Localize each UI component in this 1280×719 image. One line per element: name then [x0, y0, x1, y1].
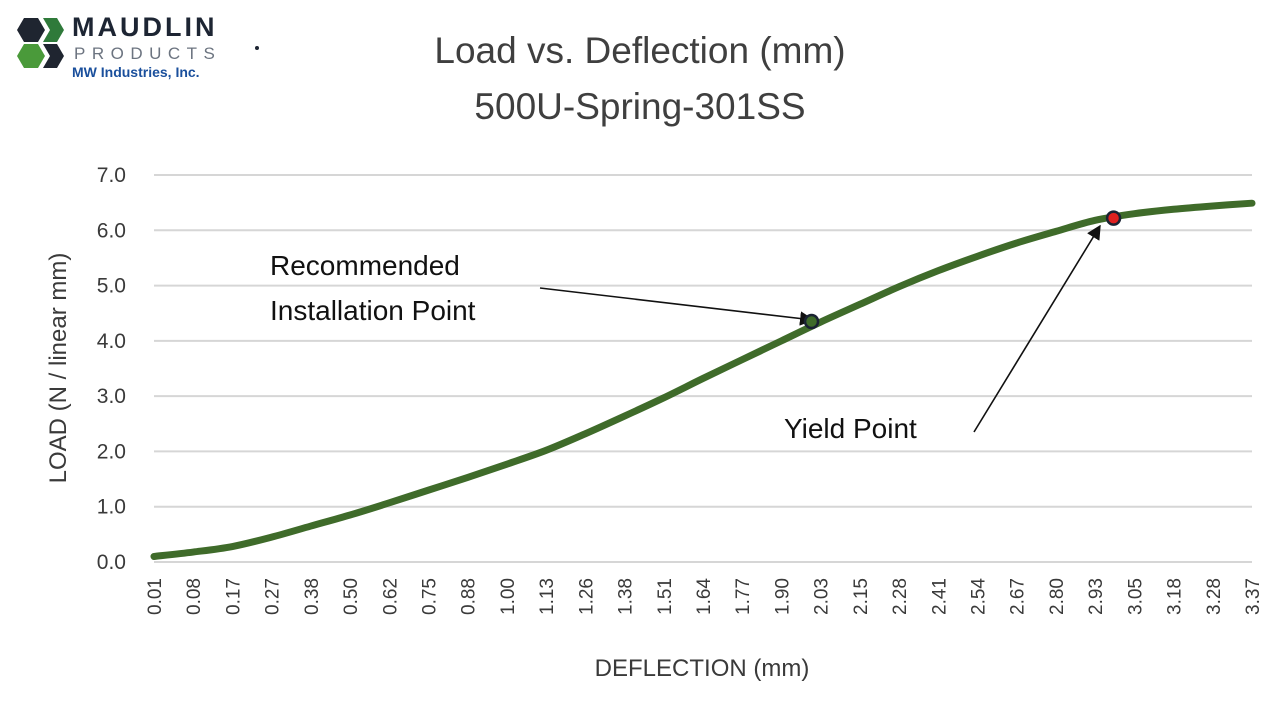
- y-tick-label: 1.0: [97, 496, 126, 519]
- x-tick-label: 0.27: [263, 578, 284, 615]
- y-axis-label: LOAD (N / linear mm): [45, 253, 72, 484]
- x-tick-label: 0.38: [302, 578, 323, 615]
- x-tick-label: 2.80: [1047, 578, 1068, 615]
- grid-lines: [154, 174, 1252, 563]
- annotation-arrow: [973, 224, 1101, 433]
- x-tick-label: 3.28: [1204, 578, 1225, 615]
- x-tick-label: 1.77: [733, 578, 754, 615]
- x-tick-label: 3.05: [1125, 578, 1146, 615]
- x-tick-label: 2.28: [890, 578, 911, 615]
- y-tick-label: 5.0: [97, 275, 126, 298]
- annotation-marker: [1105, 210, 1122, 226]
- x-tick-label: 0.62: [380, 578, 401, 615]
- x-tick-label: 1.51: [655, 578, 676, 615]
- x-axis-label: DEFLECTION (mm): [595, 655, 810, 682]
- y-tick-label: 3.0: [97, 385, 126, 408]
- x-tick-label: 2.15: [851, 578, 872, 615]
- x-tick-label: 1.90: [772, 578, 793, 615]
- chart-title: Load vs. Deflection (mm): [434, 30, 845, 71]
- x-tick-label: 0.50: [341, 578, 362, 615]
- y-tick-label: 7.0: [97, 164, 126, 187]
- x-tick-label: 3.18: [1165, 578, 1186, 615]
- annotation-text: Recommended: [270, 250, 460, 281]
- logo-name: MAUDLIN: [72, 12, 218, 42]
- x-tick-label: 1.13: [537, 578, 558, 615]
- x-tick-label: 2.41: [929, 578, 950, 615]
- x-tick-label: 0.88: [459, 578, 480, 615]
- x-tick-label: 0.08: [184, 578, 205, 615]
- chart-subtitle: 500U-Spring-301SS: [474, 86, 805, 127]
- x-tick-label: 2.54: [969, 578, 990, 615]
- logo-subtitle: PRODUCTS: [74, 44, 222, 63]
- logo-company: MW Industries, Inc.: [72, 64, 200, 80]
- annotation-text: Yield Point: [784, 413, 917, 444]
- annotations: Recommended Installation Point Yield Point: [270, 210, 1122, 444]
- hexagon-logo-icon: [17, 18, 64, 68]
- y-tick-labels: 0.0 1.0 2.0 3.0 4.0 5.0 6.0 7.0: [97, 164, 126, 574]
- x-tick-label: 1.38: [616, 578, 637, 615]
- y-tick-label: 4.0: [97, 330, 126, 353]
- x-tick-label: 2.03: [812, 578, 833, 615]
- x-tick-label: 0.17: [223, 578, 244, 615]
- x-tick-labels: 0.01 0.08 0.17 0.27 0.38 0.50 0.62 0.75 0.88 1.00…: [145, 578, 1264, 615]
- annotation-marker: [803, 313, 820, 330]
- y-tick-label: 6.0: [97, 219, 126, 242]
- x-tick-label: 0.75: [420, 578, 441, 615]
- maudlin-logo: MAUDLIN PRODUCTS MW Industries, Inc.: [10, 10, 270, 85]
- x-tick-label: 1.26: [576, 578, 597, 615]
- y-tick-label: 0.0: [97, 551, 126, 574]
- annotation-arrow: [539, 287, 815, 326]
- logo-dot: [255, 46, 259, 50]
- y-tick-label: 2.0: [97, 440, 126, 463]
- x-tick-label: 2.93: [1086, 578, 1107, 615]
- x-tick-label: 0.01: [145, 578, 166, 615]
- x-tick-label: 1.64: [694, 578, 715, 615]
- x-tick-label: 3.37: [1243, 578, 1264, 615]
- x-tick-label: 1.00: [498, 578, 519, 615]
- series-line: [150, 199, 1256, 560]
- annotation-text: Installation Point: [270, 295, 476, 326]
- x-tick-label: 2.67: [1008, 578, 1029, 615]
